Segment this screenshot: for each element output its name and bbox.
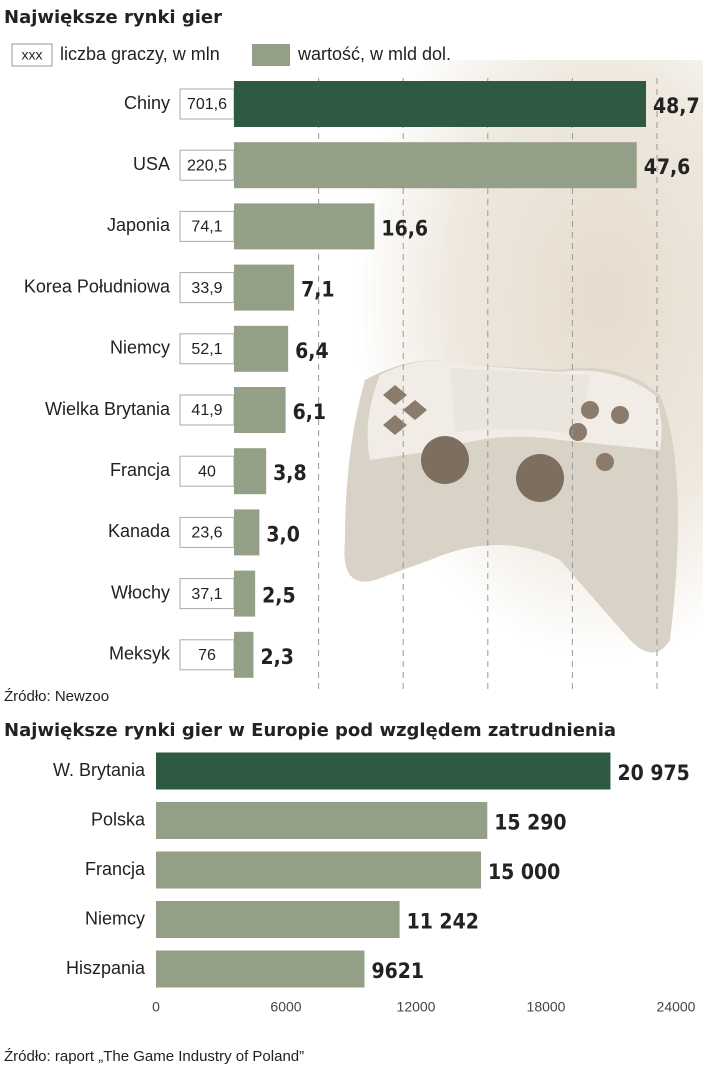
value-label: 15 000 <box>488 860 560 884</box>
x-tick-label: 0 <box>152 999 160 1015</box>
bar <box>156 901 400 938</box>
player-label: 52,1 <box>191 341 222 358</box>
value-label: 2,5 <box>262 584 295 608</box>
charts: Największe rynki gier xxx liczba graczy, w… <box>4 7 700 1065</box>
category-label: Francja <box>85 859 146 879</box>
value-label: 48,7 <box>653 94 700 118</box>
bar <box>156 950 365 988</box>
category-label: Wielka Brytania <box>45 399 171 419</box>
player-box <box>179 394 235 426</box>
value-label: 47,6 <box>644 155 691 179</box>
value-label: 3,8 <box>273 461 306 485</box>
category-label: W. Brytania <box>53 760 146 780</box>
bar <box>234 570 256 617</box>
legend-box <box>11 43 53 67</box>
value-label: 3,0 <box>266 522 299 546</box>
legend-label: wartość, w mld dol. <box>297 44 451 64</box>
player-label: 23,6 <box>191 525 222 542</box>
player-label: 41,9 <box>191 402 222 419</box>
bar <box>234 81 647 127</box>
legend-swatch <box>252 44 290 66</box>
x-tick-label: 12000 <box>397 999 436 1015</box>
value-label: 16,6 <box>381 216 428 240</box>
player-box <box>179 272 235 304</box>
bar <box>234 264 295 311</box>
value-label: 9621 <box>371 959 424 983</box>
source: Źródło: raport „The Game Industry of Pol… <box>4 1048 304 1065</box>
player-label: 220,5 <box>187 157 227 174</box>
player-label: 74,1 <box>191 219 222 236</box>
player-label: 701,6 <box>187 96 227 113</box>
category-label: Polska <box>91 809 146 829</box>
value-label: 6,4 <box>295 339 328 363</box>
category-label: Hiszpania <box>66 958 146 978</box>
legend-sample: xxx <box>22 47 43 63</box>
bar <box>156 802 488 839</box>
category-label: Francja <box>110 460 171 480</box>
bar <box>234 325 289 372</box>
category-label: Włochy <box>111 582 170 602</box>
player-label: 33,9 <box>191 280 222 297</box>
player-box <box>179 88 235 120</box>
bar <box>234 509 260 556</box>
player-label: 37,1 <box>191 586 222 603</box>
category-label: USA <box>133 154 170 174</box>
player-box <box>179 578 235 610</box>
bar <box>156 752 611 790</box>
bar <box>234 387 286 433</box>
value-label: 11 242 <box>407 910 479 934</box>
controller-image <box>344 360 678 653</box>
x-tick-label: 18000 <box>527 999 566 1015</box>
value-label: 7,1 <box>301 278 334 302</box>
bar <box>156 851 481 889</box>
bar <box>234 448 267 495</box>
value-label: 20 975 <box>617 761 689 785</box>
bar <box>234 142 637 189</box>
player-box <box>179 516 235 548</box>
category-label: Kanada <box>108 521 171 541</box>
category-label: Niemcy <box>110 338 170 358</box>
legend-label: liczba graczy, w mln <box>60 44 220 64</box>
category-label: Chiny <box>124 93 170 113</box>
value-label: 6,1 <box>293 400 326 424</box>
category-label: Japonia <box>107 215 171 235</box>
x-tick-label: 24000 <box>657 999 696 1015</box>
chart-title: Największe rynki gier w Europie pod wzgl… <box>4 720 616 741</box>
x-tick-label: 6000 <box>270 999 301 1015</box>
value-label: 15 290 <box>494 811 566 835</box>
chart-title: Największe rynki gier <box>4 7 222 28</box>
category-label: Niemcy <box>85 908 145 928</box>
bar <box>234 631 254 678</box>
category-label: Meksyk <box>109 644 171 664</box>
value-label: 2,3 <box>260 645 293 669</box>
source: Źródło: Newzoo <box>4 688 109 705</box>
player-label: 76 <box>198 647 216 664</box>
player-label: 40 <box>198 463 216 480</box>
category-label: Korea Południowa <box>24 276 171 296</box>
bar <box>234 203 375 250</box>
player-box <box>179 149 235 181</box>
